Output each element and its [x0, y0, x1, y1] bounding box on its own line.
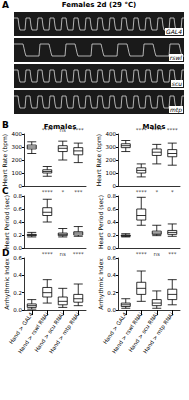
- svg-text:Hand > rswl RNAi: Hand > rswl RNAi: [16, 311, 50, 355]
- svg-text:0: 0: [19, 183, 23, 189]
- svg-text:*: *: [171, 189, 174, 195]
- svg-text:0.4: 0.4: [107, 272, 116, 278]
- svg-text:0.6: 0.6: [107, 255, 116, 261]
- svg-text:0.6: 0.6: [107, 206, 116, 212]
- svg-text:Males: Males: [142, 123, 165, 131]
- svg-text:****: ****: [167, 127, 178, 133]
- svg-text:100: 100: [106, 170, 117, 176]
- svg-text:****: ****: [136, 251, 147, 257]
- svg-text:Females: Females: [44, 123, 77, 131]
- svg-text:0.0: 0.0: [13, 307, 22, 313]
- svg-text:Hand > GAL4: Hand > GAL4: [102, 311, 129, 346]
- svg-text:C: C: [2, 185, 9, 196]
- svg-text:0.4: 0.4: [13, 219, 22, 225]
- svg-text:0.0: 0.0: [13, 245, 22, 251]
- svg-text:0.8: 0.8: [107, 193, 116, 199]
- html-text:A: A: [2, 0, 9, 10]
- svg-text:****: ****: [136, 189, 147, 195]
- svg-text:0: 0: [113, 183, 117, 189]
- svg-text:0.8: 0.8: [13, 193, 22, 199]
- svg-text:300: 300: [106, 144, 117, 150]
- svg-text:200: 200: [12, 157, 23, 163]
- svg-text:0.6: 0.6: [13, 255, 22, 261]
- svg-text:0.2: 0.2: [107, 232, 116, 238]
- svg-text:0.2: 0.2: [13, 232, 22, 238]
- svg-text:Heart Rate (bpm): Heart Rate (bpm): [1, 134, 9, 186]
- html-text:GAL4: GAL4: [166, 28, 182, 35]
- svg-text:Hand > scu RNAi: Hand > scu RNAi: [33, 311, 66, 354]
- svg-text:ns: ns: [154, 251, 160, 257]
- svg-text:*: *: [61, 189, 64, 195]
- svg-text:Hand > GAL4: Hand > GAL4: [8, 311, 35, 346]
- svg-text:Heart Rate (bpm): Heart Rate (bpm): [95, 134, 103, 186]
- svg-text:***: ***: [74, 189, 83, 195]
- svg-text:300: 300: [12, 144, 23, 150]
- svg-text:Arrhythmic Index: Arrhythmic Index: [97, 258, 105, 310]
- svg-text:***: ***: [168, 251, 177, 257]
- html-text:Females 2d (29 °C): Females 2d (29 °C): [61, 1, 137, 9]
- html-text:scu: scu: [171, 80, 182, 87]
- svg-text:Hand > mtp RNAi: Hand > mtp RNAi: [142, 311, 176, 355]
- svg-text:0.4: 0.4: [13, 272, 22, 278]
- svg-text:0.0: 0.0: [107, 245, 116, 251]
- svg-text:Hand > scu RNAi: Hand > scu RNAi: [127, 311, 160, 354]
- svg-text:0.4: 0.4: [107, 219, 116, 225]
- svg-text:****: ****: [73, 251, 84, 257]
- html-text:mtp: mtp: [170, 106, 182, 113]
- svg-text:0.0: 0.0: [107, 307, 116, 313]
- svg-text:400: 400: [106, 131, 117, 137]
- svg-text:D: D: [2, 247, 10, 258]
- svg-text:*: *: [155, 189, 158, 195]
- svg-text:Heart Period (sec): Heart Period (sec): [3, 195, 10, 249]
- svg-text:200: 200: [106, 157, 117, 163]
- svg-text:ns: ns: [60, 251, 66, 257]
- svg-text:Heart Period (sec): Heart Period (sec): [97, 195, 104, 249]
- svg-text:****: ****: [42, 251, 53, 257]
- svg-text:0.2: 0.2: [13, 290, 22, 296]
- svg-text:B: B: [2, 120, 9, 130]
- svg-text:Hand > rswl RNAi: Hand > rswl RNAi: [110, 311, 144, 355]
- svg-text:100: 100: [12, 170, 23, 176]
- svg-text:Hand > mtp RNAi: Hand > mtp RNAi: [48, 311, 82, 355]
- svg-text:****: ****: [42, 189, 53, 195]
- svg-text:400: 400: [12, 131, 23, 137]
- svg-text:0.2: 0.2: [107, 290, 116, 296]
- svg-text:Arrhythmic Index: Arrhythmic Index: [3, 258, 11, 310]
- svg-text:0.6: 0.6: [13, 206, 22, 212]
- html-text:rswl: rswl: [169, 54, 182, 61]
